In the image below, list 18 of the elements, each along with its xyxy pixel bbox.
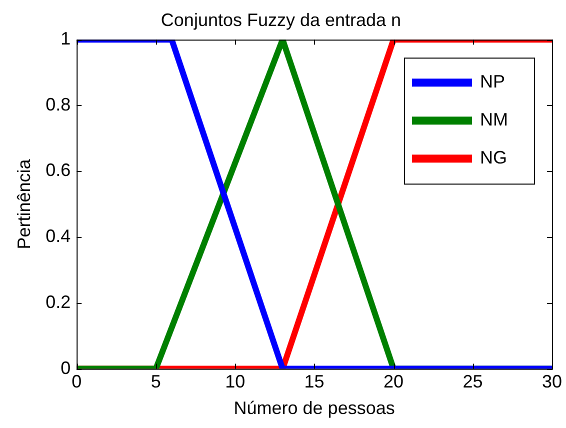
x-tick-label: 5 bbox=[150, 372, 161, 392]
x-tick-label: 20 bbox=[384, 372, 404, 392]
legend-label: NM bbox=[480, 110, 508, 130]
x-tick-label: 15 bbox=[304, 372, 324, 392]
y-tick-label: 0.2 bbox=[46, 292, 71, 312]
y-tick-label: 0 bbox=[60, 358, 71, 378]
x-axis-title: Número de pessoas bbox=[234, 398, 395, 418]
y-tick-label: 1 bbox=[60, 28, 71, 49]
y-tick-label: 0.8 bbox=[46, 94, 71, 114]
x-tick-label: 25 bbox=[462, 372, 483, 392]
legend-label: NG bbox=[480, 148, 507, 168]
y-axis-title: Pertinência bbox=[14, 158, 34, 250]
y-tick-label: 0.6 bbox=[46, 160, 71, 180]
x-tick-label: 30 bbox=[542, 372, 562, 392]
y-tick-label: 0.4 bbox=[46, 226, 71, 246]
legend-label: NP bbox=[480, 72, 506, 92]
chart-title: Conjuntos Fuzzy da entrada n bbox=[160, 10, 402, 30]
x-tick-label: 10 bbox=[225, 372, 246, 392]
